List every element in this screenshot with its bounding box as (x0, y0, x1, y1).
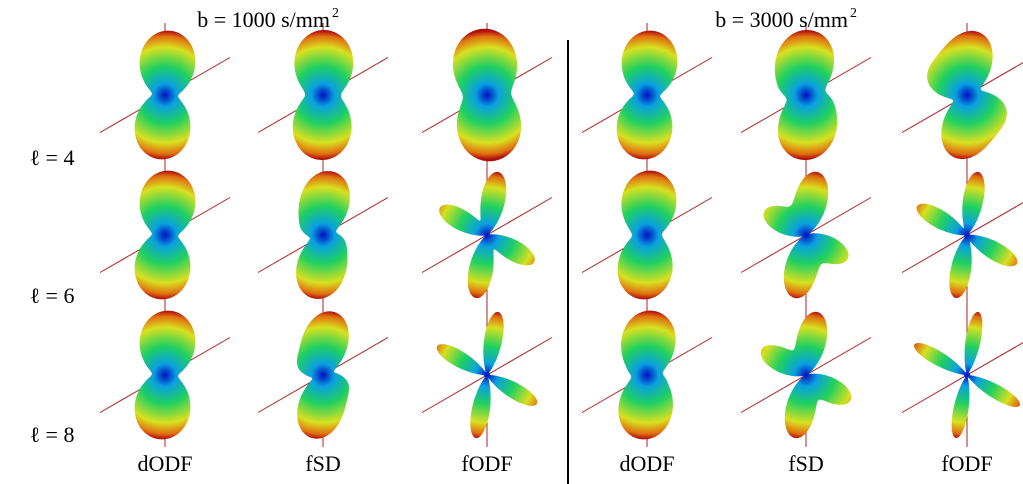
row-label: ℓ = 8 (30, 422, 75, 447)
odf-glyph (296, 171, 350, 299)
odf-glyph (452, 28, 522, 162)
row-label: ℓ = 4 (30, 145, 75, 170)
column-label: fODF (941, 451, 992, 476)
header-right-superscript: 2 (850, 6, 857, 21)
odf-glyph (774, 30, 838, 160)
odf-glyph (134, 310, 196, 440)
odf-glyph (618, 310, 676, 440)
odf-glyph (297, 311, 349, 439)
odf-glyph (134, 170, 196, 300)
odf-glyph (914, 312, 1020, 438)
odf-glyph (134, 30, 196, 160)
odf-glyph (616, 30, 678, 160)
odf-glyph (916, 171, 1018, 299)
odf-glyph (927, 30, 1007, 160)
odf-glyph (292, 30, 354, 160)
column-label: fSD (305, 451, 340, 476)
header-right: b = 3000 s/mm (715, 7, 848, 32)
odf-glyph (439, 171, 535, 299)
column-label: dODF (137, 451, 192, 476)
odf-glyph (763, 171, 849, 299)
row-label: ℓ = 6 (30, 283, 75, 308)
column-label: fSD (788, 451, 823, 476)
odf-glyph (436, 312, 538, 438)
glyph-grid (99, 23, 1023, 447)
odf-glyph (760, 311, 852, 439)
header-left: b = 1000 s/mm (197, 7, 330, 32)
header-left-superscript: 2 (332, 6, 339, 21)
column-label: dODF (619, 451, 674, 476)
odf-glyph (617, 170, 677, 300)
column-label: fODF (461, 451, 512, 476)
